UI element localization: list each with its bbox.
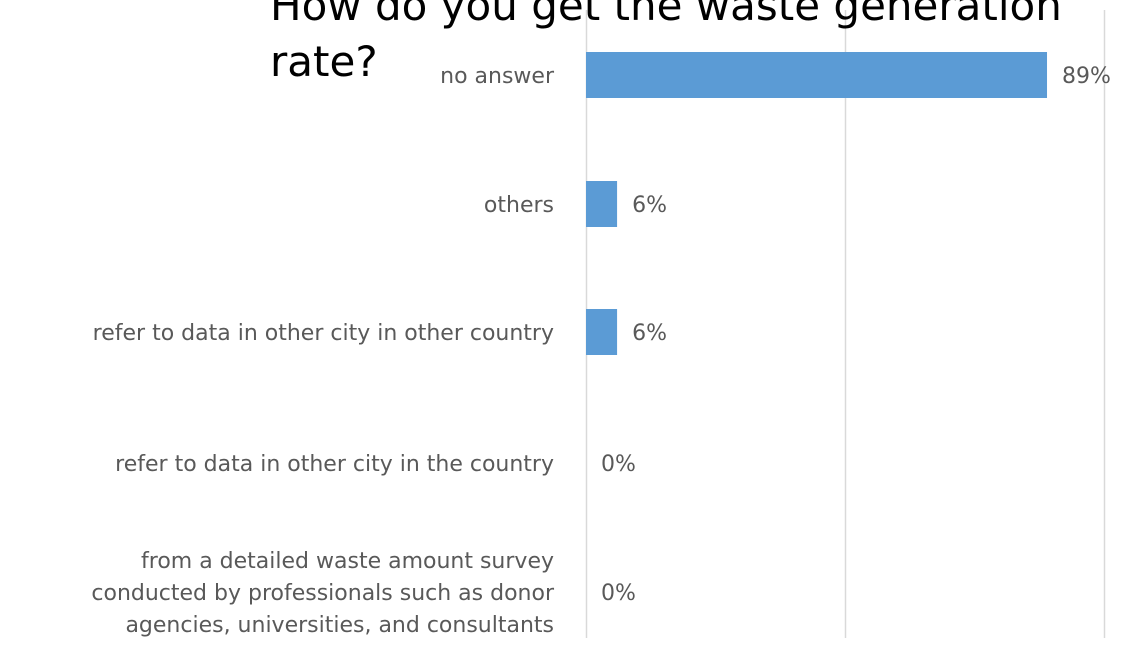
value-label-3: 6% (632, 321, 667, 346)
category-labels: no answer others refer to data in other ci… (91, 64, 555, 638)
category-label-2: others (484, 193, 554, 218)
value-label-2: 6% (632, 193, 667, 218)
bar-1 (586, 52, 1048, 98)
chart-title: How do you get the waste generation rate… (270, 0, 1062, 86)
value-label-1: 89% (1062, 64, 1111, 89)
value-label-5: 0% (601, 581, 636, 606)
bar-3 (586, 309, 618, 355)
bar-2 (586, 181, 618, 227)
category-label-4: refer to data in other city in the count… (115, 452, 554, 477)
bars (586, 52, 1048, 355)
category-label-3: refer to data in other city in other cou… (93, 321, 554, 346)
category-label-1: no answer (440, 64, 555, 89)
value-label-4: 0% (601, 452, 636, 477)
value-labels: 89% 6% 6% 0% 0% (601, 64, 1111, 606)
category-label-5: from a detailed waste amount survey condu… (91, 549, 555, 638)
